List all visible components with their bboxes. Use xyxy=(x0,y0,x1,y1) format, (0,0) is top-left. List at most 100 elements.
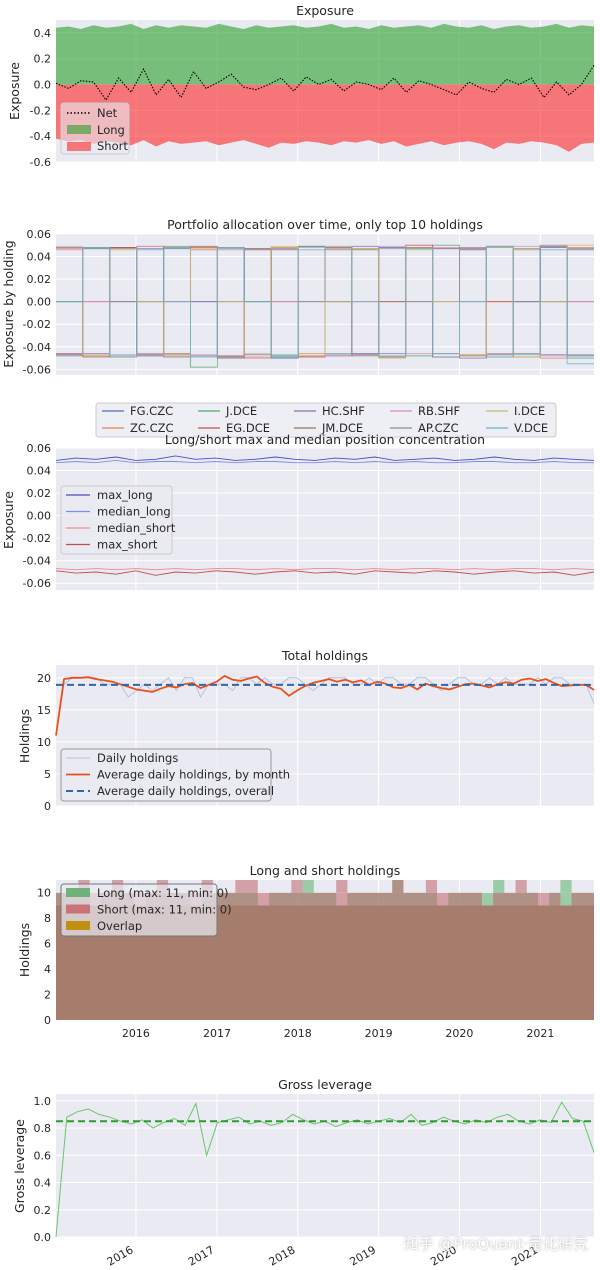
legend-label: RB.SHF xyxy=(418,404,460,418)
legend-long-label: Long xyxy=(97,123,125,137)
x-tick-label: 2019 xyxy=(365,1027,393,1040)
allocation-title: Portfolio allocation over time, only top… xyxy=(167,217,483,232)
allocation-legend: FG.CZC ZC.CZC J.DCE EG.DCE HC.SHF JM.DCE RB.SH… xyxy=(95,402,557,438)
legend-label: Average daily holdings, by month xyxy=(97,768,290,782)
y-tick-label: -0.04 xyxy=(23,341,51,354)
gross-leverage-title: Gross leverage xyxy=(278,1077,372,1092)
y-tick-label: -0.02 xyxy=(23,318,51,331)
legend-label: AP.CZC xyxy=(418,421,459,435)
legend-swatch xyxy=(66,921,90,930)
y-tick-label: 10 xyxy=(37,887,51,900)
watermark: 知乎 @ProQuant·量化研究 xyxy=(403,1235,588,1253)
y-tick-label: 0.4 xyxy=(34,27,52,40)
legend-label: V.DCE xyxy=(514,421,548,435)
y-tick-label: 20 xyxy=(37,672,51,685)
y-tick-label: -0.4 xyxy=(30,130,51,143)
concentration-line xyxy=(55,455,595,461)
y-tick-label: 0.02 xyxy=(27,273,52,286)
x-tick-label: 2019 xyxy=(347,1243,378,1268)
y-tick-label: 0.04 xyxy=(27,465,52,478)
net-exposure-line xyxy=(55,64,595,102)
x-tick-label: 2016 xyxy=(105,1243,136,1268)
x-tick-label: 2016 xyxy=(122,1027,150,1040)
y-tick-label: -0.6 xyxy=(30,156,51,169)
legend-swatch xyxy=(66,904,90,914)
concentration-line xyxy=(55,568,595,571)
y-tick-label: 0.06 xyxy=(27,228,52,241)
x-tick-label: 2018 xyxy=(267,1243,298,1268)
exposure-plot: 0.4 0.2 0.0 -0.2 -0.4 -0.6 xyxy=(30,20,595,169)
y-tick-label: 0.02 xyxy=(27,487,52,500)
legend-label: I.DCE xyxy=(514,404,545,418)
holding-series-line xyxy=(56,244,594,359)
total-holdings-legend: Daily holdings Average daily holdings, by… xyxy=(60,748,290,802)
gross-leverage-panel: Gross leverage 1.0 0.8 0.6 0.4 0.2 0.0 2016 201… xyxy=(12,1077,595,1269)
holding-series-line xyxy=(56,245,594,365)
y-tick-label: 0.0 xyxy=(34,1231,52,1244)
concentration-panel: Long/short max and median position conce… xyxy=(1,432,595,590)
concentration-line xyxy=(55,459,594,464)
legend-label: Daily holdings xyxy=(97,751,178,765)
allocation-panel: Portfolio allocation over time, only top… xyxy=(1,217,594,438)
legend-label: Average daily holdings, overall xyxy=(97,784,274,798)
y-tick-label: 0.00 xyxy=(27,510,52,523)
y-tick-label: -0.06 xyxy=(23,577,51,590)
long-short-holdings-title: Long and short holdings xyxy=(250,863,401,878)
legend-label: max_long xyxy=(97,488,153,502)
short-exposure-area xyxy=(56,84,594,152)
y-tick-label: 5 xyxy=(44,768,51,781)
legend-label: Overlap xyxy=(97,919,142,933)
y-tick-label: 0 xyxy=(44,800,51,813)
legend-label: Short (max: 11, min: 0) xyxy=(97,903,232,917)
legend-label: FG.CZC xyxy=(130,404,173,418)
x-tick-label: 2020 xyxy=(445,1027,473,1040)
monthly-avg-holdings-line xyxy=(55,674,595,736)
gross-leverage-plot-area xyxy=(56,1094,594,1237)
y-tick-label: 6 xyxy=(44,938,51,951)
exposure-panel: Exposure 0.40.20.0-0.2-0.4-0.6 Exposure … xyxy=(7,3,595,169)
y-tick-label: 0.2 xyxy=(34,53,52,66)
y-tick-label: 0.2 xyxy=(34,1204,52,1217)
long-short-holdings-ylabel: Holdings xyxy=(17,923,32,977)
holding-series-line xyxy=(56,244,594,358)
y-tick-label: 10 xyxy=(37,736,51,749)
legend-label: J.DCE xyxy=(225,404,257,418)
legend-label: ZC.CZC xyxy=(130,421,174,435)
legend-label: JM.DCE xyxy=(321,421,363,435)
legend-swatch xyxy=(66,888,90,897)
y-tick-label: -0.04 xyxy=(23,555,51,568)
long-exposure-area xyxy=(56,23,594,85)
y-tick-label: -0.06 xyxy=(23,363,51,376)
y-tick-label: 4 xyxy=(44,963,51,976)
y-tick-label: 8 xyxy=(44,912,51,925)
concentration-plot: 0.06 0.04 0.02 0.00 -0.02 -0.04 -0.06 xyxy=(23,442,595,590)
total-holdings-panel: Total holdings 20 15 10 5 0 Holdings Daily h… xyxy=(17,648,595,813)
y-tick-label: 1.0 xyxy=(34,1095,52,1108)
legend-label: median_short xyxy=(97,521,176,535)
legend-label: EG.DCE xyxy=(226,421,270,435)
y-tick-label: 0.00 xyxy=(27,296,52,309)
total-holdings-ylabel: Holdings xyxy=(17,709,32,763)
x-tick-label: 2018 xyxy=(284,1027,312,1040)
legend-label: max_short xyxy=(97,538,158,552)
legend-label: HC.SHF xyxy=(322,404,365,418)
x-tick-label: 2017 xyxy=(203,1027,231,1040)
y-tick-label: 0.8 xyxy=(34,1122,52,1135)
exposure-legend: Net Long Short xyxy=(60,102,130,155)
concentration-ylabel: Exposure xyxy=(1,491,16,549)
exposure-ylabel: Exposure xyxy=(7,62,22,120)
legend-short-swatch xyxy=(67,142,91,151)
legend-short-label: Short xyxy=(97,139,128,153)
concentration-title: Long/short max and median position conce… xyxy=(165,432,485,447)
x-tick-label: 2021 xyxy=(526,1027,554,1040)
legend-label: median_long xyxy=(97,505,171,519)
legend-long-swatch xyxy=(67,125,91,134)
concentration-line xyxy=(55,570,595,576)
y-tick-label: 0.4 xyxy=(34,1177,52,1190)
legend-net-label: Net xyxy=(97,106,118,120)
y-tick-label: 0 xyxy=(44,1014,51,1027)
legend-label: Long (max: 11, min: 0) xyxy=(97,886,229,900)
long-short-holdings-panel: Long and short holdings 10 8 6 4 2 0 2016 2017 2… xyxy=(17,863,594,1040)
y-tick-label: -0.02 xyxy=(23,532,51,545)
